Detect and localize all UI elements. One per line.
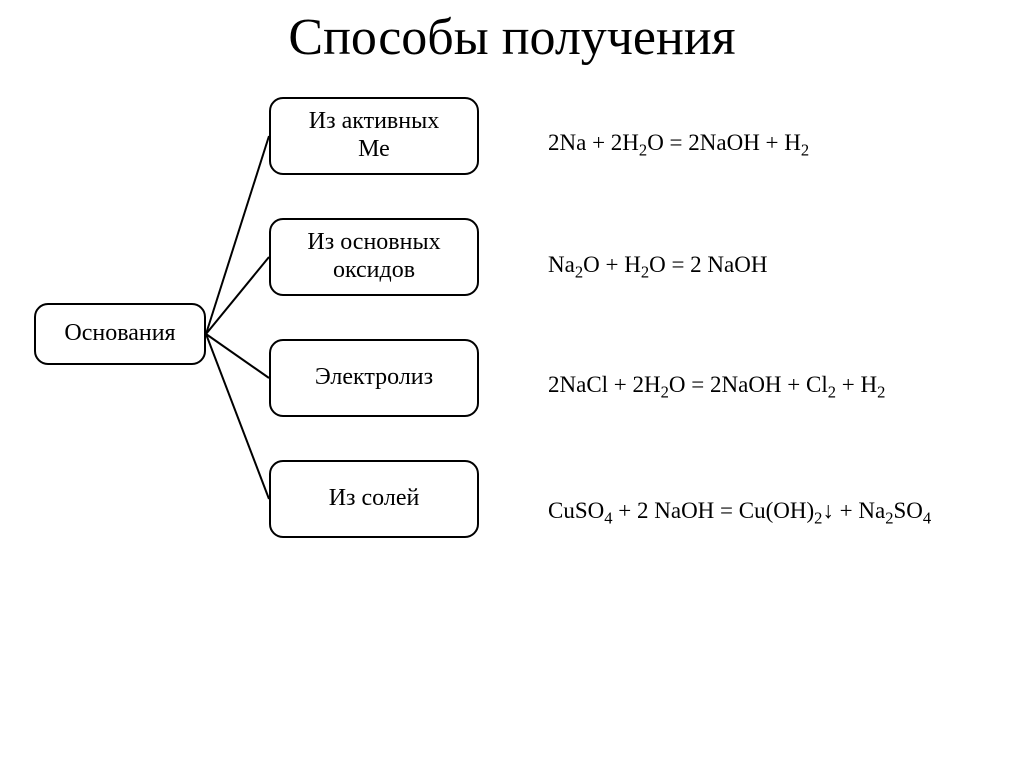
method-formula: 2NaCl + 2H2O = 2NaOH + Cl2 + H2 [548,372,885,398]
method-label: Из основныхоксидов [307,229,440,284]
method-label: Электролиз [315,364,433,392]
method-label: Из солей [329,485,420,513]
method-formula: 2Na + 2H2O = 2NaOH + H2 [548,130,809,156]
method-formula: Na2O + H2O = 2 NaOH [548,252,767,278]
method-formula: CuSO4 + 2 NaOH = Cu(OH)2↓ + Na2SO4 [548,498,931,524]
method-node: Из солей [269,460,479,538]
root-label: Основания [64,320,175,348]
method-node: Из активныхМе [269,97,479,175]
page-title: Способы получения [0,8,1024,67]
root-node: Основания [34,303,206,365]
method-label: Из активныхМе [309,108,439,163]
method-node: Из основныхоксидов [269,218,479,296]
method-node: Электролиз [269,339,479,417]
